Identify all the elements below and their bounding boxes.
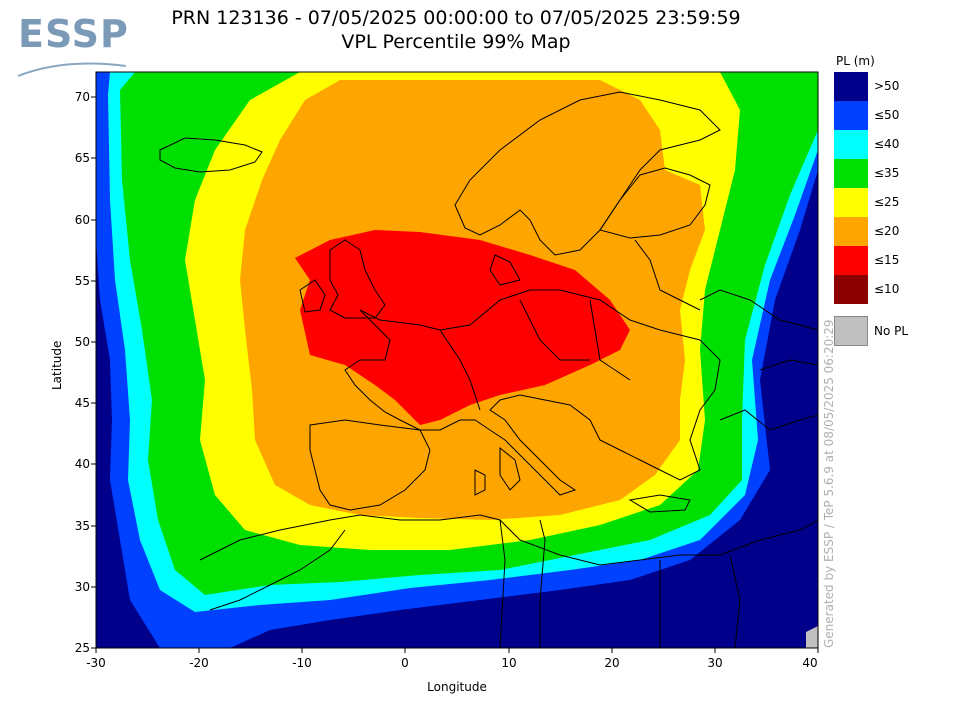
legend-swatch <box>834 101 868 130</box>
legend-label: >50 <box>874 79 900 93</box>
legend-label: ≤10 <box>874 282 900 296</box>
title-line-2: VPL Percentile 99% Map <box>341 31 571 53</box>
x-tick-label: 40 <box>802 656 818 670</box>
legend-no-pl: No PL <box>834 316 954 346</box>
legend-item: ≤20 <box>834 217 954 246</box>
legend-label: ≤20 <box>874 224 900 238</box>
axis-ticks <box>91 96 819 653</box>
x-tick-label: 20 <box>604 656 620 670</box>
legend-item: ≤10 <box>834 275 954 304</box>
legend-swatch <box>834 188 868 217</box>
no-pl-label: No PL <box>874 324 909 338</box>
legend-swatch <box>834 159 868 188</box>
legend-label: ≤25 <box>874 195 900 209</box>
coastlines <box>159 91 818 648</box>
map-plot-area <box>96 72 818 648</box>
legend-item: >50 <box>834 72 954 101</box>
legend-item: ≤50 <box>834 101 954 130</box>
legend-swatch <box>834 217 868 246</box>
legend-item: ≤15 <box>834 246 954 275</box>
x-tick-label: -20 <box>189 656 209 670</box>
legend-item: ≤35 <box>834 159 954 188</box>
legend-label: ≤15 <box>874 253 900 267</box>
y-axis-label: Latitude <box>50 340 64 390</box>
legend-swatch <box>834 72 868 101</box>
y-tick-label: 35 <box>74 519 90 533</box>
y-tick-label: 40 <box>74 457 90 471</box>
y-tick-label: 65 <box>74 151 90 165</box>
legend-swatch <box>834 275 868 304</box>
legend-title: PL (m) <box>836 54 875 68</box>
y-tick-label: 30 <box>74 580 90 594</box>
y-tick-label: 70 <box>74 90 90 104</box>
plot-frame <box>95 71 819 649</box>
legend-label: ≤50 <box>874 108 900 122</box>
legend-label: ≤35 <box>874 166 900 180</box>
x-tick-label: 0 <box>401 656 409 670</box>
x-tick-label: 30 <box>707 656 723 670</box>
y-tick-label: 45 <box>74 396 90 410</box>
no-pl-swatch <box>834 316 868 346</box>
nopl-corner <box>806 626 818 648</box>
generated-watermark: Generated by ESSP / TeP 5.6.9 at 08/05/2… <box>822 319 836 648</box>
legend-label: ≤40 <box>874 137 900 151</box>
legend-item: ≤40 <box>834 130 954 159</box>
y-tick-label: 25 <box>74 641 90 655</box>
x-axis-label: Longitude <box>427 680 487 694</box>
legend-swatch <box>834 130 868 159</box>
legend-swatch <box>834 246 868 275</box>
map-title: PRN 123136 - 07/05/2025 00:00:00 to 07/0… <box>96 6 816 54</box>
essp-logo <box>14 10 134 82</box>
title-line-1: PRN 123136 - 07/05/2025 00:00:00 to 07/0… <box>171 7 741 29</box>
legend-item: ≤25 <box>834 188 954 217</box>
y-tick-label: 55 <box>74 274 90 288</box>
x-tick-label: -10 <box>292 656 312 670</box>
x-tick-label: 10 <box>501 656 517 670</box>
y-tick-label: 50 <box>74 335 90 349</box>
logo-text: ESSP <box>18 12 129 56</box>
y-tick-label: 60 <box>74 213 90 227</box>
zone-le15 <box>295 230 630 425</box>
x-tick-label: -30 <box>86 656 106 670</box>
